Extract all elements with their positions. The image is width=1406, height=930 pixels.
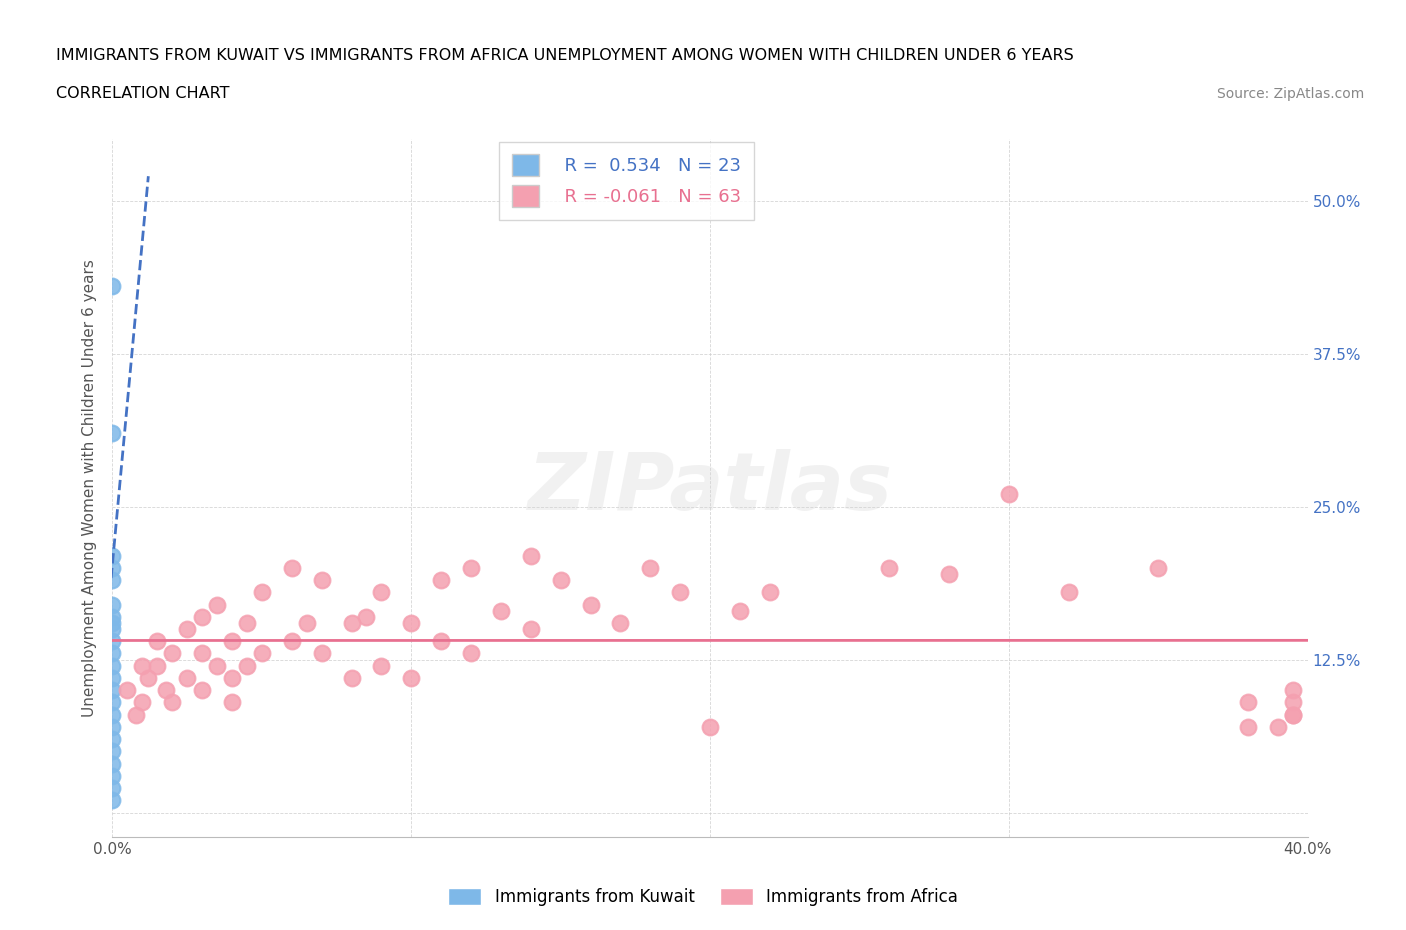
Point [236, 616, 259, 631]
Point [430, 573, 453, 588]
Point [1281, 707, 1303, 722]
Point [101, 695, 124, 710]
Point [340, 671, 363, 685]
Point [938, 566, 960, 581]
Point [520, 548, 543, 563]
Point [520, 621, 543, 636]
Point [356, 609, 378, 624]
Point [1267, 720, 1289, 735]
Point [250, 646, 273, 661]
Point [101, 671, 124, 685]
Point [146, 658, 169, 673]
Point [162, 646, 183, 661]
Point [101, 426, 124, 441]
Point [101, 768, 124, 783]
Point [1281, 707, 1303, 722]
Point [101, 597, 124, 612]
Point [401, 671, 423, 685]
Point [609, 616, 631, 631]
Point [1281, 695, 1303, 710]
Point [1281, 683, 1303, 698]
Legend:   R =  0.534   N = 23,   R = -0.061   N = 63: R = 0.534 N = 23, R = -0.061 N = 63 [499, 141, 754, 219]
Point [1237, 695, 1260, 710]
Point [728, 604, 751, 618]
Point [759, 585, 782, 600]
Point [138, 671, 160, 685]
Legend: Immigrants from Kuwait, Immigrants from Africa: Immigrants from Kuwait, Immigrants from … [441, 881, 965, 912]
Text: IMMIGRANTS FROM KUWAIT VS IMMIGRANTS FROM AFRICA UNEMPLOYMENT AMONG WOMEN WITH C: IMMIGRANTS FROM KUWAIT VS IMMIGRANTS FRO… [56, 48, 1074, 63]
Point [281, 633, 304, 648]
Point [155, 683, 177, 698]
Point [205, 597, 228, 612]
Point [101, 621, 124, 636]
Point [131, 695, 153, 710]
Point [117, 683, 139, 698]
Text: Source: ZipAtlas.com: Source: ZipAtlas.com [1216, 86, 1364, 100]
Point [699, 720, 721, 735]
Point [1057, 585, 1080, 600]
Point [1237, 720, 1260, 735]
Point [101, 658, 124, 673]
Point [281, 561, 304, 576]
Point [877, 561, 901, 576]
Point [370, 658, 392, 673]
Point [101, 616, 124, 631]
Point [460, 561, 482, 576]
Point [101, 573, 124, 588]
Point [101, 707, 124, 722]
Point [131, 658, 153, 673]
Point [295, 616, 318, 631]
Point [101, 732, 124, 747]
Point [236, 658, 259, 673]
Point [101, 548, 124, 563]
Point [191, 609, 214, 624]
Point [1147, 561, 1170, 576]
Point [191, 646, 214, 661]
Point [101, 793, 124, 808]
Point [579, 597, 602, 612]
Text: CORRELATION CHART: CORRELATION CHART [56, 86, 229, 100]
Point [101, 683, 124, 698]
Point [311, 573, 333, 588]
Point [221, 671, 243, 685]
Point [370, 585, 392, 600]
Point [101, 780, 124, 795]
Text: ZIPatlas: ZIPatlas [527, 449, 893, 527]
Y-axis label: Unemployment Among Women with Children Under 6 years: Unemployment Among Women with Children U… [82, 259, 97, 717]
Point [311, 646, 333, 661]
Point [146, 633, 169, 648]
Point [221, 633, 243, 648]
Point [101, 609, 124, 624]
Point [460, 646, 482, 661]
Point [176, 671, 198, 685]
Point [221, 695, 243, 710]
Point [176, 621, 198, 636]
Point [101, 646, 124, 661]
Point [638, 561, 662, 576]
Point [250, 585, 273, 600]
Point [162, 695, 183, 710]
Point [191, 683, 214, 698]
Point [669, 585, 692, 600]
Point [101, 756, 124, 771]
Point [125, 707, 148, 722]
Point [101, 279, 124, 294]
Point [430, 633, 453, 648]
Point [401, 616, 423, 631]
Point [489, 604, 512, 618]
Point [340, 616, 363, 631]
Point [550, 573, 572, 588]
Point [101, 720, 124, 735]
Point [998, 487, 1021, 502]
Point [101, 561, 124, 576]
Point [101, 633, 124, 648]
Point [205, 658, 228, 673]
Point [101, 744, 124, 759]
